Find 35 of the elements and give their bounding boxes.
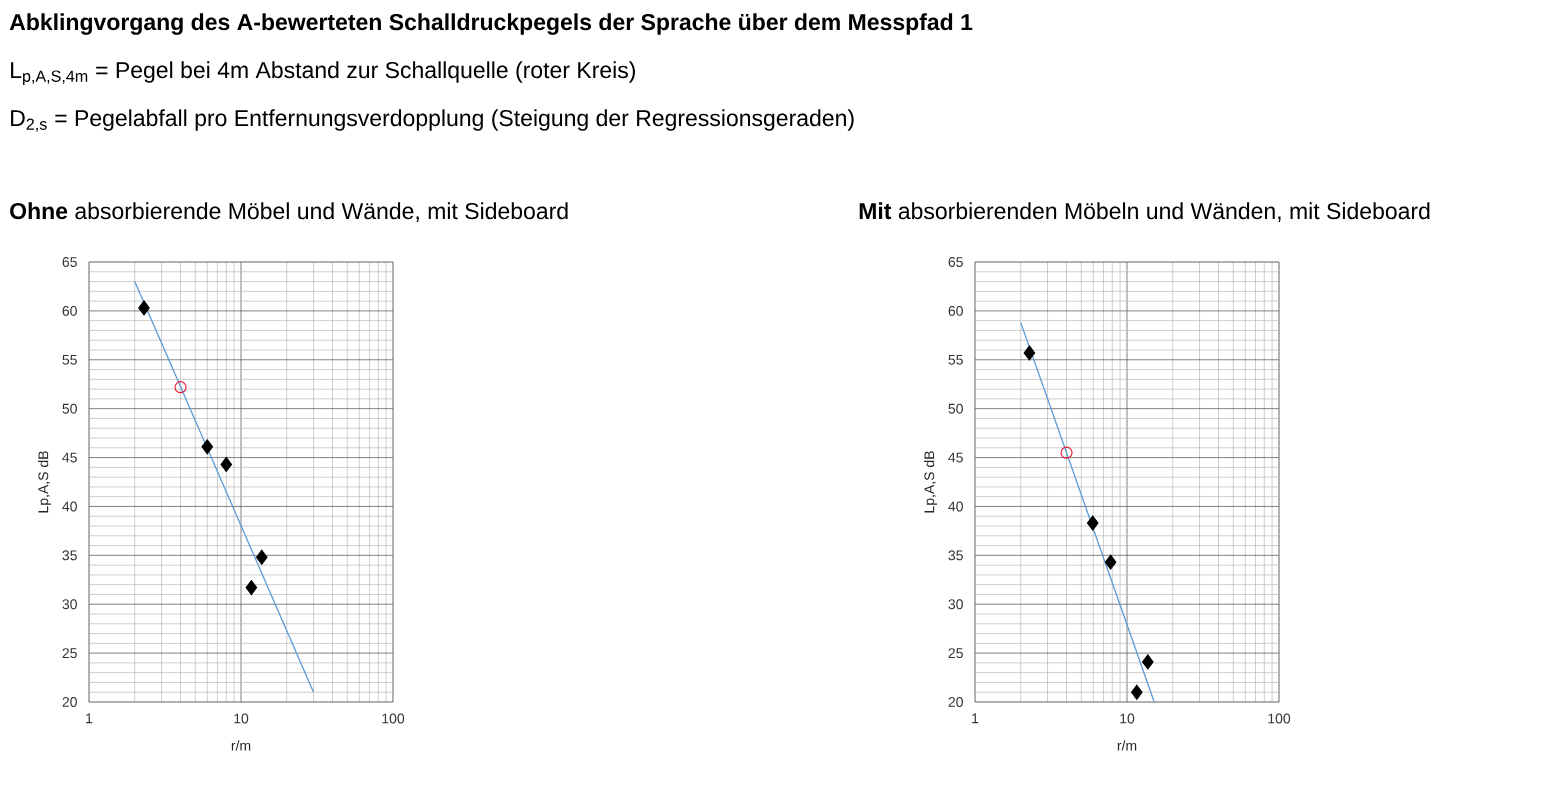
- text: L$_{p,A,S,4m}$ = Pegel bei 4m Abstand zur Schallquelle (roter Kreis): [11, 61, 635, 86]
- y-tick-label: 25: [948, 648, 963, 659]
- x-axis-title: r/m: [1117, 740, 1137, 751]
- y-tick-label: 60: [62, 305, 77, 316]
- y-axis-title: Lp,A,S dB: [923, 451, 938, 513]
- y-tick-label: 55: [62, 354, 77, 365]
- y-tick-label: 30: [62, 599, 77, 610]
- x-tick-label: 100: [382, 713, 405, 724]
- text: Abklingvorgang des A-bewerteten Schalldruckpegels der Sprache über dem Messpfad 1: [9, 13, 973, 35]
- y-tick-label: 55: [948, 354, 963, 365]
- y-axis-title: Lp,A,S dB: [37, 451, 52, 513]
- y-tick-label: 45: [62, 452, 77, 463]
- y-tick-label: 60: [948, 305, 963, 316]
- x-tick-label: 1: [972, 713, 979, 724]
- y-tick-label: 40: [62, 501, 77, 512]
- x-tick-label: 10: [1120, 713, 1135, 724]
- chart-title: Ohne absorbierende Möbel und Wände, mit Sideboard: [10, 202, 568, 222]
- y-tick-label: 65: [62, 257, 77, 267]
- y-tick-label: 65: [948, 257, 963, 267]
- text: D$_{2,s}$ = Pegelabfall pro Entfernungsverdopplung (Steigung der Regressionsgeraden): [11, 109, 854, 132]
- y-tick-label: 35: [62, 550, 77, 561]
- y-tick-label: 50: [62, 403, 77, 414]
- y-tick-label: 20: [62, 697, 77, 707]
- x-tick-label: 100: [1268, 713, 1291, 724]
- y-tick-label: 45: [948, 452, 963, 463]
- x-axis-title: r/m: [231, 740, 251, 751]
- y-tick-label: 25: [62, 648, 77, 659]
- y-tick-label: 20: [948, 697, 963, 707]
- y-tick-label: 30: [948, 599, 963, 610]
- chart-title: Mit absorbierenden Möbeln und Wänden, mit Sideboard: [859, 202, 1430, 222]
- y-tick-label: 40: [948, 501, 963, 512]
- x-tick-label: 10: [234, 713, 249, 724]
- x-tick-label: 1: [86, 713, 93, 724]
- y-tick-label: 35: [948, 550, 963, 561]
- y-tick-label: 50: [948, 403, 963, 414]
